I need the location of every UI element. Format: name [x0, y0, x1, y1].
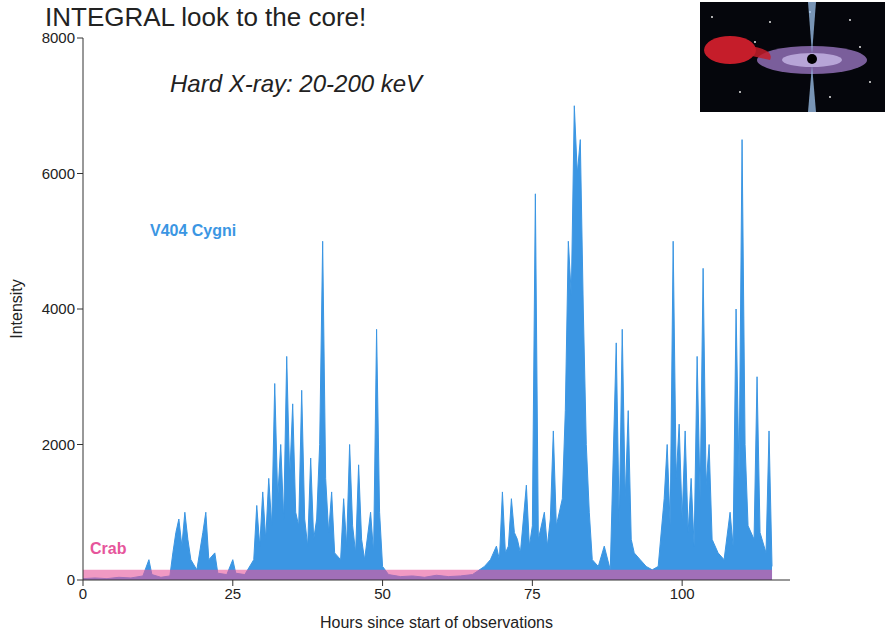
svg-text:4000: 4000 [42, 300, 75, 317]
svg-text:0: 0 [67, 571, 75, 588]
svg-text:100: 100 [670, 585, 695, 602]
svg-text:Intensity: Intensity [8, 279, 25, 339]
svg-text:25: 25 [224, 585, 241, 602]
svg-text:6000: 6000 [42, 165, 75, 182]
html-text:V404 Cygni: V404 Cygni [150, 222, 237, 239]
html-text:INTEGRAL look to the core!: INTEGRAL look to the core! [45, 2, 367, 32]
svg-text:50: 50 [374, 585, 391, 602]
html-text:Crab: Crab [90, 540, 127, 557]
svg-text:75: 75 [524, 585, 541, 602]
html-text:Hard X-ray: 20-200 keV: Hard X-ray: 20-200 keV [170, 70, 423, 97]
svg-text:Hours since start of observati: Hours since start of observations [320, 614, 553, 631]
svg-text:2000: 2000 [42, 436, 75, 453]
svg-text:0: 0 [79, 585, 87, 602]
svg-text:8000: 8000 [41, 29, 75, 47]
